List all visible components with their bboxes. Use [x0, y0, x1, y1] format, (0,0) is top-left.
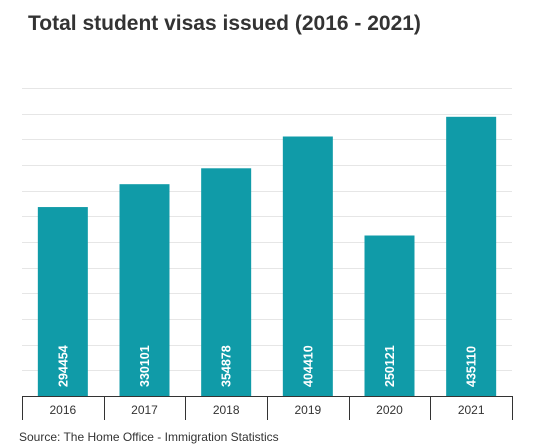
bar-2020: [364, 235, 415, 396]
bar-2019: [282, 136, 333, 396]
bar-chart: 294454 330101 354878 404410 250121 435110 201…: [22, 88, 513, 420]
bar-value-label-2016: 294454: [56, 345, 70, 387]
x-tick-label-2020: 2020: [376, 403, 403, 417]
bars: [37, 116, 497, 396]
source-note: Source: The Home Office - Immigration St…: [19, 430, 279, 444]
bar-2021: [446, 116, 497, 396]
x-tick-label-2019: 2019: [294, 403, 321, 417]
bar-2016: [37, 207, 88, 396]
x-axis: 2016 2017 2018 2019 2020 2021: [22, 396, 513, 420]
x-tick-label-2018: 2018: [213, 403, 240, 417]
bar-value-label-2017: 330101: [138, 345, 152, 387]
gridlines: [22, 88, 512, 371]
x-tick-label-2021: 2021: [458, 403, 485, 417]
bar-2017: [119, 184, 170, 396]
bar-value-label-2021: 435110: [465, 346, 479, 387]
bar-value-label-2019: 404410: [301, 345, 315, 387]
bar-value-labels: 294454 330101 354878 404410 250121 435110: [56, 345, 478, 387]
x-tick-label-2017: 2017: [131, 403, 158, 417]
chart-title: Total student visas issued (2016 - 2021): [28, 12, 421, 35]
bar-value-label-2020: 250121: [383, 345, 397, 387]
bar-2018: [201, 168, 252, 396]
bar-value-label-2018: 354878: [220, 345, 234, 387]
x-tick-label-2016: 2016: [49, 403, 76, 417]
